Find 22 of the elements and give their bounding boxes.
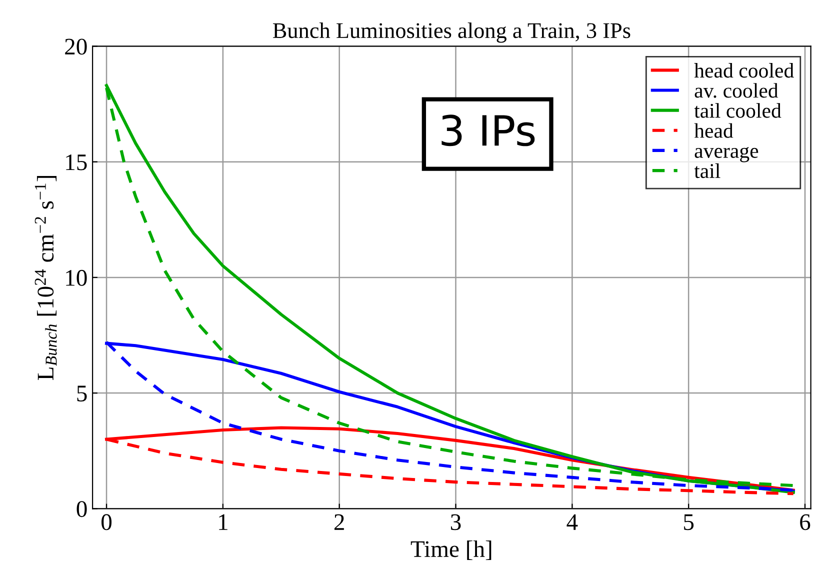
x-tick-label: 4 — [566, 514, 578, 530]
x-tick-label: 1 — [219, 514, 228, 530]
legend-label: tail — [694, 163, 720, 178]
legend-label: head — [694, 123, 734, 138]
y-tick-label: 20 — [65, 38, 87, 55]
x-axis-title: Time [h] — [410, 540, 492, 560]
legend-label: tail cooled — [694, 103, 782, 118]
x-tick-label: 0 — [102, 514, 112, 530]
legend-label: average — [694, 147, 758, 162]
x-tick-label: 2 — [334, 514, 344, 530]
y-tick-label: 10 — [66, 270, 87, 286]
text: L$_{Bunch}$ [10$^{24}$ cm$^{−2}$ s$^{−1}$] — [34, 176, 57, 380]
chart-title: Bunch Luminosities along a Train, 3 IPs — [272, 22, 630, 43]
annotation: 3 IPs — [442, 114, 535, 146]
x-tick-label: 6 — [800, 514, 810, 530]
x-tick-label: 5 — [684, 514, 694, 530]
legend-label: head cooled — [694, 63, 794, 78]
y-tick-label: 0 — [76, 501, 87, 518]
y-tick-label: 5 — [77, 386, 87, 402]
x-tick-label: 3 — [450, 514, 461, 530]
legend-label: av. cooled — [694, 83, 778, 98]
y-tick-label: 15 — [66, 154, 87, 170]
